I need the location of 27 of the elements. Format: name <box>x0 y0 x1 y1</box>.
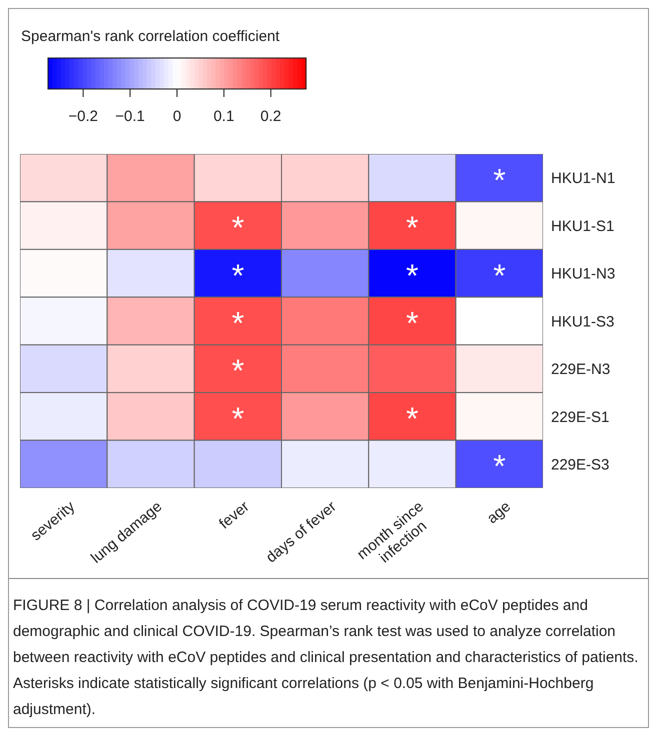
color-bar-label: −0.1 <box>115 108 145 125</box>
data-label: * <box>232 352 244 389</box>
data-label: * <box>406 210 418 246</box>
data-label: * <box>493 162 506 198</box>
data-label: * <box>232 400 244 436</box>
data-label: * <box>493 448 506 484</box>
data-label: * <box>232 305 244 341</box>
y-tick-label: 229E-S3 <box>551 456 610 474</box>
y-tick-label: HKU1-N1 <box>551 170 616 188</box>
data-label: * <box>406 400 418 436</box>
x-tick-label: age <box>484 498 514 528</box>
y-tick-label: HKU1-S1 <box>551 218 614 235</box>
data-label: * <box>406 257 418 294</box>
data-label: * <box>232 210 244 246</box>
y-tick-label: HKU1-S3 <box>551 313 614 330</box>
color-bar-label: 0.2 <box>260 108 282 125</box>
color-bar-title: Spearman's rank correlation coefficient <box>21 28 280 45</box>
color-bar-label: −0.2 <box>68 108 98 125</box>
color-bar-label: 0 <box>172 108 182 125</box>
y-tick-label: HKU1-N3 <box>551 266 616 283</box>
y-tick-label: 229E-N3 <box>551 361 610 378</box>
data-label: * <box>493 257 506 294</box>
data-label: * <box>232 257 244 294</box>
y-tick-label: 229E-S1 <box>551 408 610 426</box>
caption: FIGURE 8 | Correlation analysis of COVID-19 serum reactivity with eCoV peptides and demographic and clinical COVID-19. Spearman’s rank test was used to analyze correlation between reactivity with eCoV peptides and clinical presentation and characteristics of patients. Asterisks indicate statistically significant correlations (p < 0.05 with Benjamini-Hochberg adjustment). <box>13 597 638 718</box>
data-label: * <box>406 305 418 341</box>
color-bar-label: 0.1 <box>213 108 234 125</box>
